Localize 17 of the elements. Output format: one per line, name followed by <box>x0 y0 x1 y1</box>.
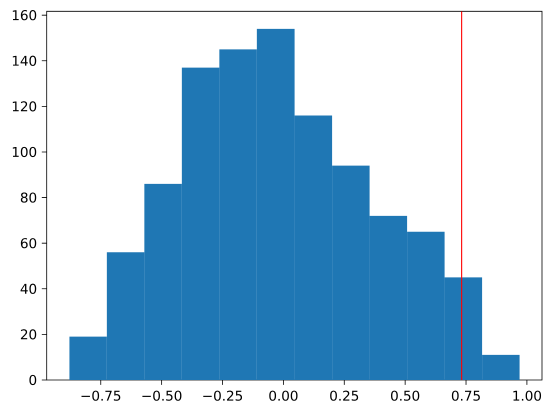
x-tick-label: 0.25 <box>330 390 358 401</box>
x-tick-label: 1.00 <box>513 390 542 401</box>
y-tick-label: 40 <box>20 284 36 294</box>
y-tick-label: 0 <box>29 374 36 386</box>
x-tick-label: 0.00 <box>269 390 298 401</box>
y-tick-label: 160 <box>12 10 36 20</box>
y-tick-label: 140 <box>12 56 36 66</box>
x-tick-label: −0.50 <box>142 390 182 401</box>
y-tick-label: 60 <box>20 238 36 248</box>
x-tick-label: 0.50 <box>391 390 420 401</box>
x-tick-label: −0.75 <box>82 390 120 401</box>
y-tick-label: 100 <box>12 146 36 158</box>
y-tick-label: 120 <box>12 101 36 112</box>
y-tick-label: 80 <box>20 192 36 203</box>
x-tick-label: −0.25 <box>203 390 242 401</box>
x-tick-label: 0.75 <box>452 390 480 401</box>
y-tick-label: 20 <box>20 329 36 340</box>
